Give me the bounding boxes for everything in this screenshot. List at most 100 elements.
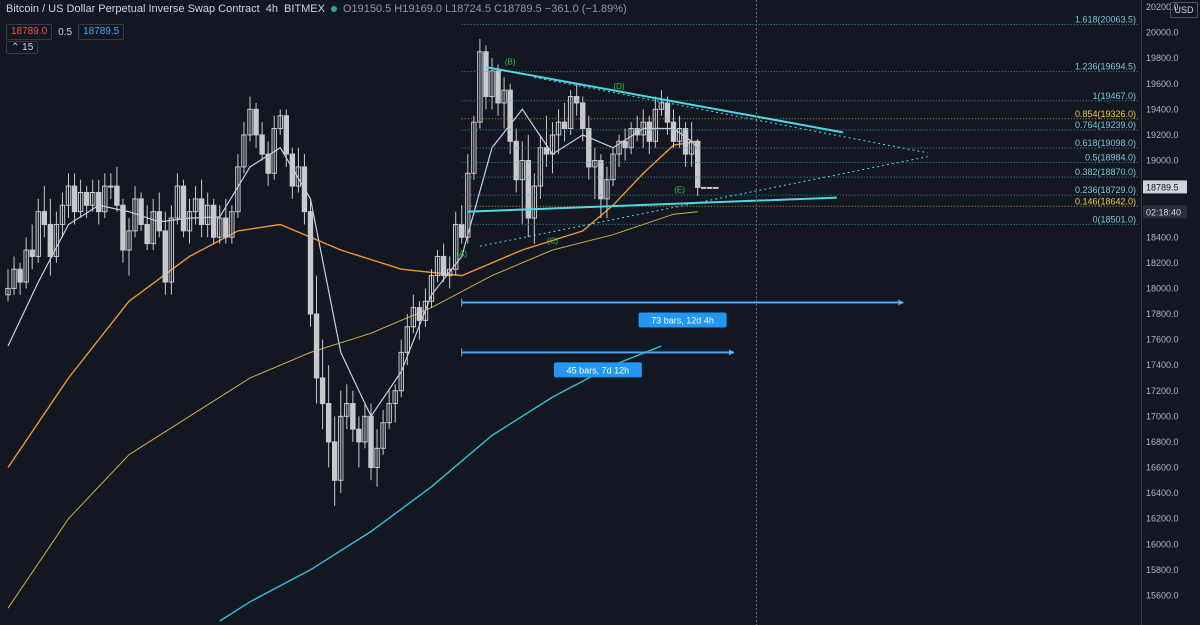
- candle: [356, 416, 362, 468]
- candle: [332, 416, 338, 506]
- candle-body: [392, 390, 398, 405]
- candle: [253, 102, 259, 148]
- candle: [96, 179, 102, 225]
- bid-price[interactable]: 18789.0: [6, 24, 53, 40]
- candle-body: [277, 115, 283, 130]
- candle: [338, 390, 344, 494]
- candle: [404, 314, 411, 366]
- candle: [453, 211, 459, 276]
- candle: [35, 198, 41, 263]
- candle: [392, 384, 398, 423]
- price-tick-label: 18000.0: [1146, 283, 1179, 293]
- candle-body: [428, 275, 435, 302]
- candle-body: [241, 134, 247, 168]
- candle: [168, 205, 175, 295]
- candle-body: [259, 134, 265, 155]
- candle-body: [186, 211, 193, 232]
- price-tick-label: 20200.0: [1146, 2, 1179, 12]
- ask-price[interactable]: 18789.5: [78, 24, 125, 40]
- currency-button[interactable]: USD: [1170, 2, 1198, 18]
- candle-body: [416, 307, 423, 321]
- candle-body: [253, 108, 259, 136]
- fib-level-label: 1.236(19694.5): [1075, 62, 1136, 72]
- candle: [295, 147, 302, 193]
- candle: [108, 173, 114, 199]
- candle: [416, 301, 423, 340]
- collapse-toggle[interactable]: ⌃ 15: [6, 41, 39, 55]
- candle: [83, 186, 90, 219]
- interval-label[interactable]: 4h: [265, 3, 278, 15]
- candle-body: [519, 160, 525, 181]
- price-tick-label: 18400.0: [1146, 232, 1179, 242]
- candle-body: [380, 422, 386, 449]
- fib-level-label: 0.382(18870.0): [1075, 167, 1136, 177]
- candle: [501, 77, 507, 129]
- candle: [90, 179, 96, 212]
- candle: [440, 243, 447, 283]
- candle: [688, 122, 695, 167]
- candle-body: [150, 211, 156, 245]
- candle: [77, 179, 84, 219]
- candle-body: [17, 268, 23, 283]
- candle: [283, 109, 290, 167]
- candle: [646, 115, 652, 155]
- candle-body: [531, 185, 538, 219]
- candle: [23, 237, 29, 289]
- candle-body: [386, 403, 392, 424]
- price-tick-label: 16600.0: [1146, 463, 1179, 473]
- wave-label: (E): [674, 185, 685, 194]
- candle-body: [192, 198, 199, 213]
- candle-body: [35, 211, 41, 257]
- candle-body: [65, 185, 72, 206]
- candle: [11, 256, 17, 295]
- wave-label: (C): [547, 237, 558, 246]
- candle: [150, 198, 156, 251]
- indicator-count: 15: [22, 42, 34, 53]
- triangle-lower-trendline: [467, 196, 837, 213]
- candle-body: [640, 121, 646, 136]
- candle: [198, 179, 205, 238]
- candle-body: [350, 403, 356, 430]
- candle: [380, 409, 386, 455]
- price-tick-label: 17800.0: [1146, 309, 1179, 319]
- candle: [211, 198, 217, 244]
- candle: [701, 186, 707, 189]
- candle: [174, 173, 181, 225]
- candle: [495, 64, 501, 116]
- candle-body: [483, 51, 489, 98]
- candle: [114, 166, 120, 212]
- candle-body: [174, 185, 181, 219]
- candle-body: [356, 428, 362, 443]
- candle-body: [77, 191, 84, 213]
- candle-body: [325, 403, 332, 443]
- candle: [519, 141, 525, 225]
- range-label-box: [638, 312, 727, 328]
- candle-body: [459, 223, 465, 238]
- candle-body: [132, 198, 138, 232]
- candle: [120, 198, 126, 263]
- candle-body: [567, 96, 574, 130]
- candle-body: [434, 255, 441, 277]
- candle-body: [501, 89, 507, 104]
- candle-body: [676, 128, 683, 142]
- symbol-title[interactable]: Bitcoin / US Dollar Perpetual Inverse Sw…: [6, 3, 260, 15]
- candle-body: [247, 108, 253, 136]
- wave-label: (A): [456, 249, 467, 258]
- candle: [144, 205, 150, 251]
- price-tick-label: 19200.0: [1146, 130, 1179, 140]
- candle: [241, 122, 247, 174]
- candle-body: [489, 70, 495, 98]
- last-price-badge: [1143, 180, 1187, 194]
- candle-body: [592, 160, 598, 168]
- candle-body: [71, 185, 78, 213]
- candle-body: [301, 166, 308, 213]
- candle-body: [344, 403, 350, 417]
- candle: [555, 109, 562, 155]
- candle: [247, 96, 253, 142]
- candle-body: [549, 134, 556, 155]
- countdown-label: 02:18:40: [1146, 207, 1181, 217]
- candle: [567, 90, 574, 135]
- candle-body: [180, 185, 187, 232]
- candle: [229, 205, 235, 244]
